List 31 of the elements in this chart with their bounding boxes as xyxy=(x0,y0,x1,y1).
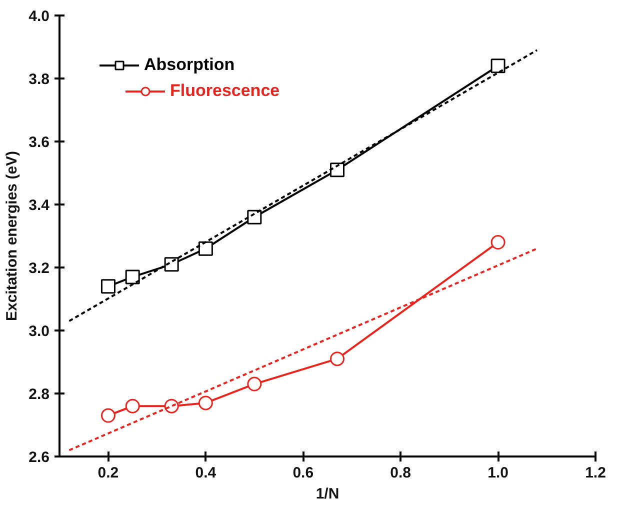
point xyxy=(100,279,116,294)
point xyxy=(100,408,116,423)
point xyxy=(490,58,506,74)
point xyxy=(330,352,344,366)
x-tick-label: 1.2 xyxy=(585,464,606,482)
y-tick-label: 2.6 xyxy=(28,449,50,466)
x-tick-label: 0.2 xyxy=(98,464,119,482)
y-axis-title: Excitation energies (eV) xyxy=(4,150,21,322)
y-tick-label: 2.8 xyxy=(28,386,50,403)
y-tick-label: 3.2 xyxy=(28,260,50,277)
point xyxy=(164,257,179,272)
x-tick-label: 1.0 xyxy=(488,464,508,482)
x-axis-title: 1/N xyxy=(316,486,340,502)
y-tick-label: 4.0 xyxy=(28,8,50,25)
point xyxy=(247,376,262,392)
point xyxy=(198,396,213,410)
y-tick-label: 3.6 xyxy=(28,134,50,151)
point xyxy=(198,241,213,256)
point xyxy=(125,270,140,284)
point xyxy=(330,162,344,178)
point xyxy=(247,210,262,224)
point xyxy=(490,235,506,250)
x-tick-label: 0.8 xyxy=(390,464,412,482)
x-tick-label: 0.6 xyxy=(292,464,314,482)
y-tick-label: 3.0 xyxy=(28,323,50,340)
point xyxy=(125,398,140,414)
y-tick-label: 3.8 xyxy=(28,71,50,88)
legend-label: Fluorescence xyxy=(170,81,280,101)
legend-label: Absorption xyxy=(144,55,235,75)
y-tick-label: 3.4 xyxy=(28,197,50,214)
x-tick-label: 0.4 xyxy=(195,464,217,482)
